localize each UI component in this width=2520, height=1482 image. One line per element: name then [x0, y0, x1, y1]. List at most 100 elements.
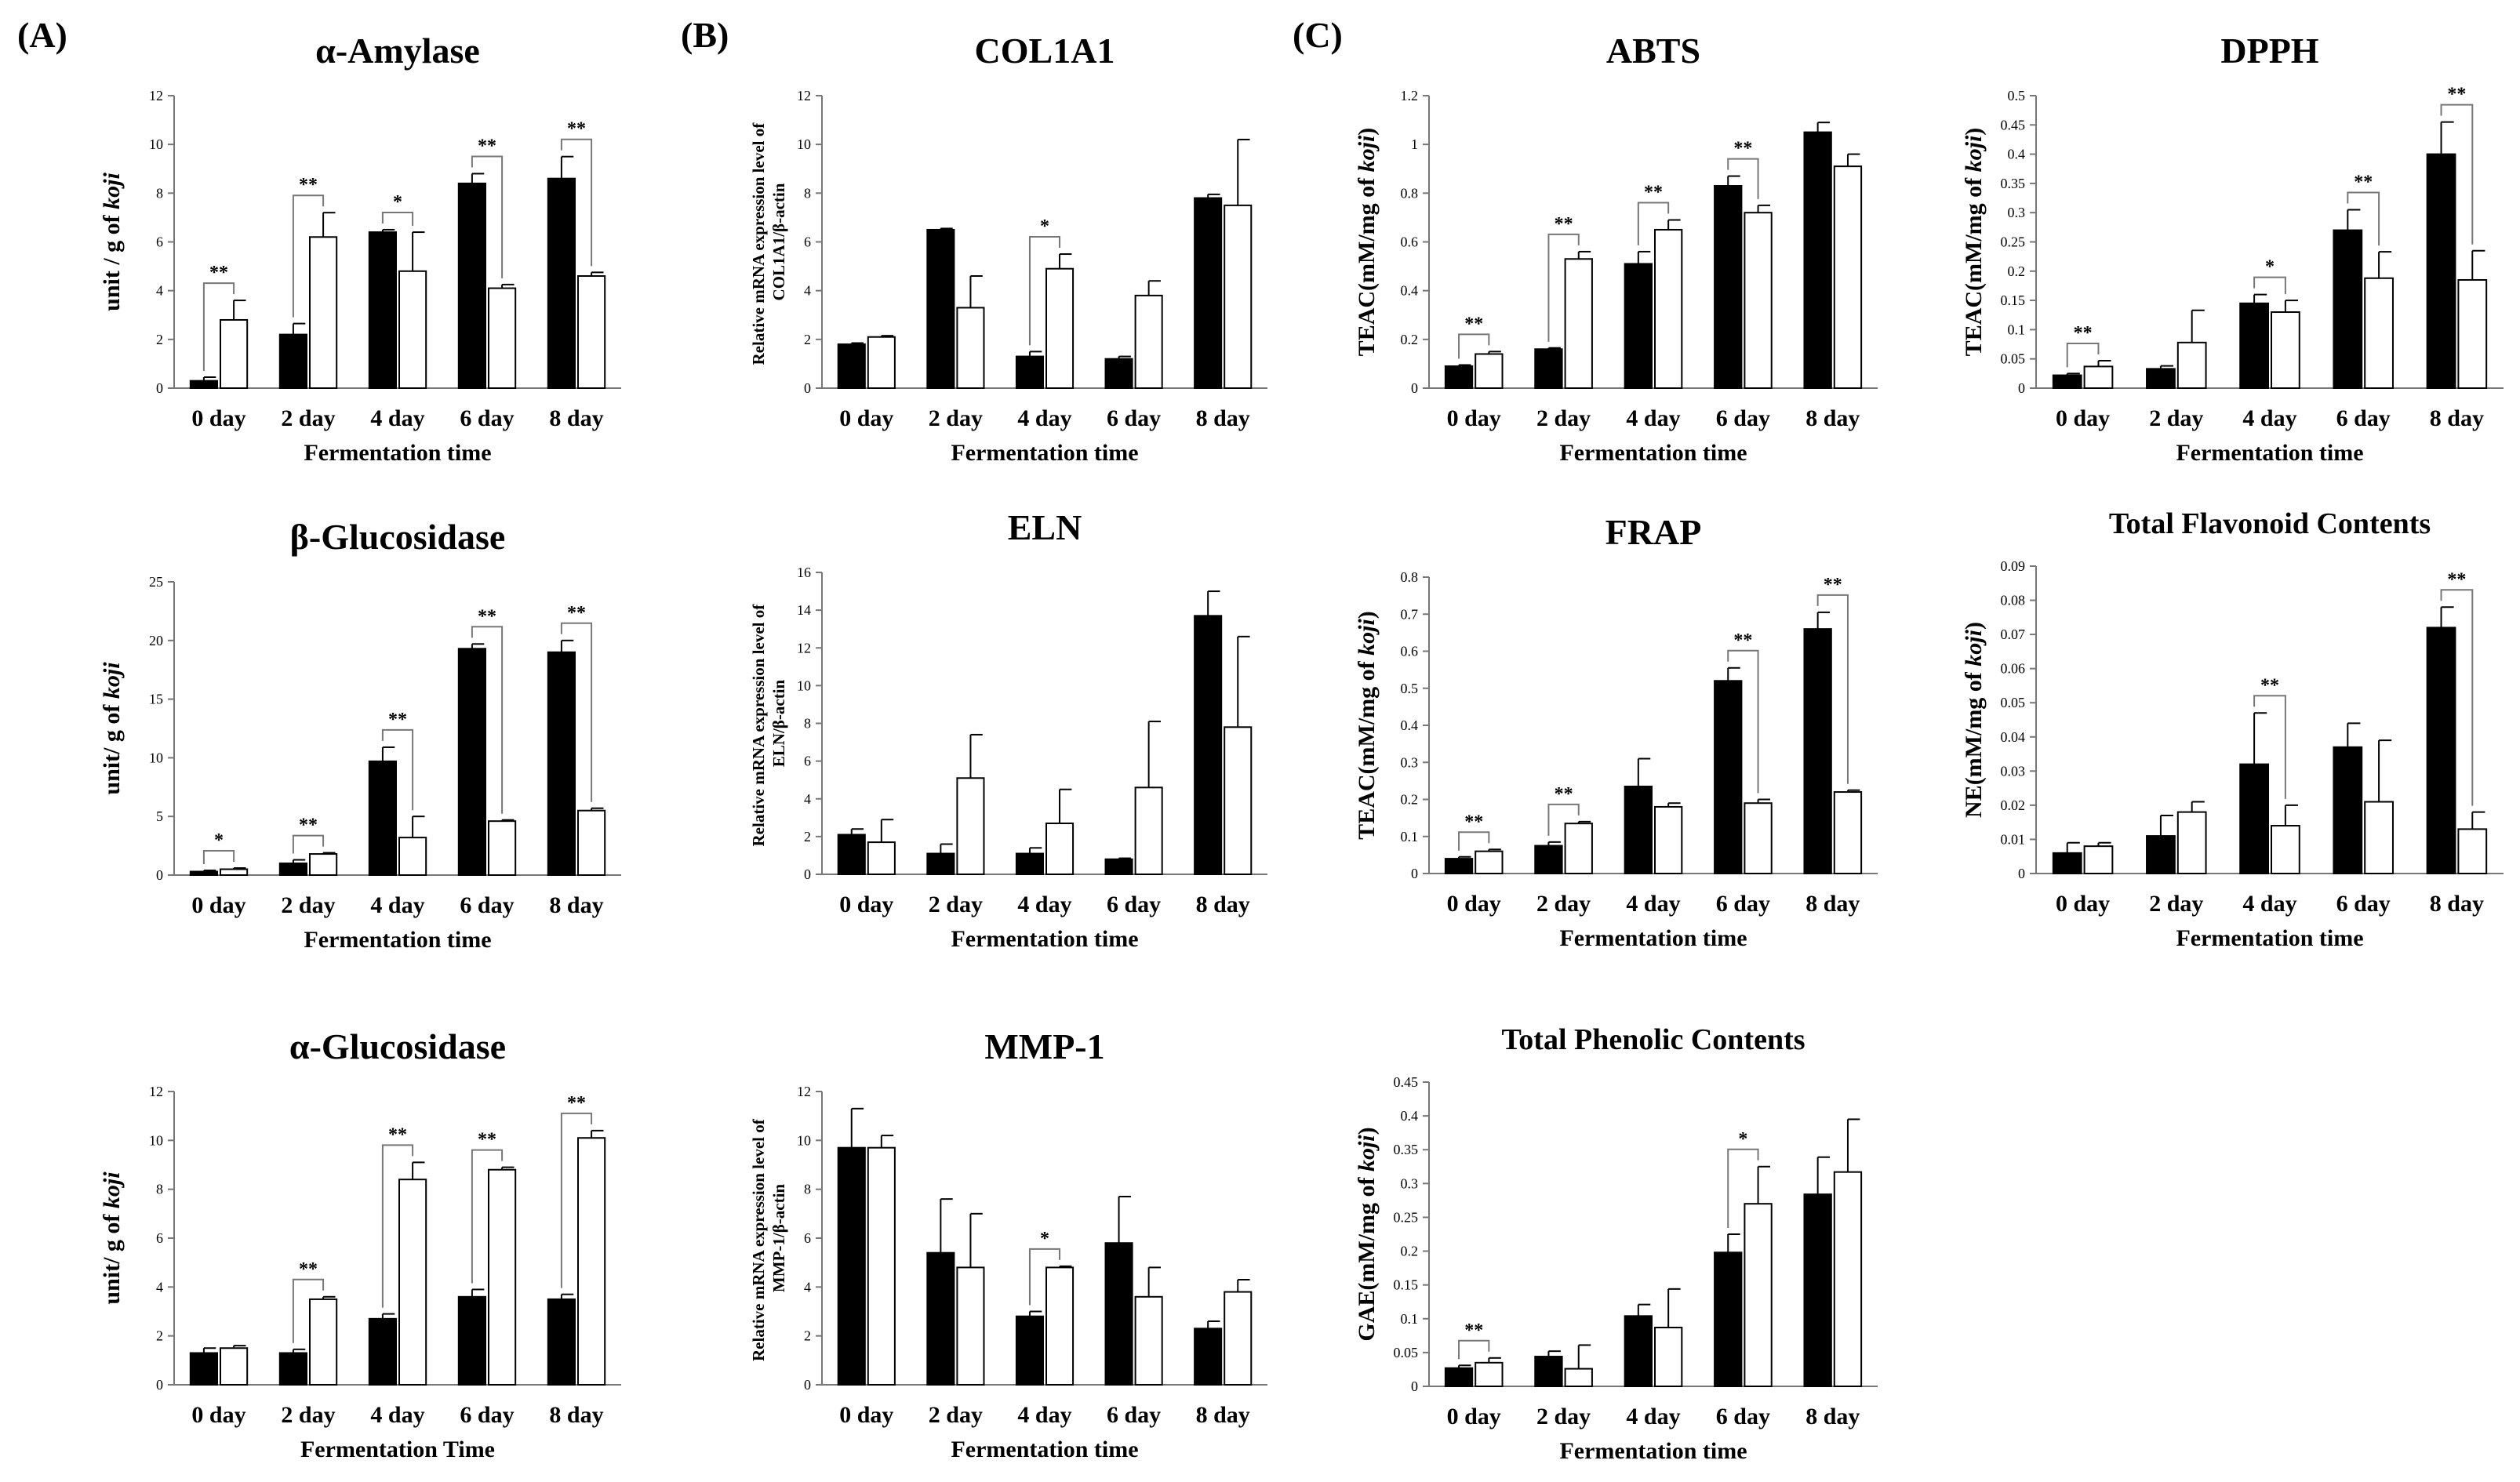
significance-mark: * — [2265, 257, 2275, 278]
bar-white — [1744, 802, 1773, 874]
significance-bracket — [1458, 333, 1490, 359]
x-category-label: 6 day — [1716, 1404, 1770, 1429]
y-tick-label: 0.02 — [2001, 797, 2026, 813]
x-category-label: 4 day — [1626, 1404, 1680, 1429]
significance-bracket — [560, 1112, 593, 1288]
chart-tfc: Total Flavonoid Contents 0 0.01 0.02 0.03 0.0… — [1961, 507, 2504, 951]
x-category-label: 0 day — [191, 1402, 245, 1428]
significance-mark: ** — [1644, 183, 1663, 203]
y-axis-label-text: unit / g of — [99, 209, 125, 311]
y-tick-label: 0.15 — [1394, 1277, 1419, 1293]
y-tick-label: 0.8 — [1401, 185, 1419, 201]
x-category-label: 6 day — [1107, 892, 1161, 917]
y-tick-label: 12 — [797, 1084, 811, 1099]
bar-white — [1654, 228, 1683, 390]
bar-white — [956, 307, 985, 389]
significance-mark: ** — [299, 815, 318, 836]
bar-black — [1104, 358, 1133, 390]
significance-mark: * — [1040, 216, 1049, 237]
x-category-label: 8 day — [549, 1402, 603, 1428]
y-tick-label: 1.2 — [1401, 88, 1419, 104]
bar-white — [488, 1168, 517, 1386]
chart-mmp1: MMP-1 0 2 4 6 8 10 12 Relative mRNA expression l… — [749, 1026, 1267, 1462]
y-tick-label: 6 — [804, 1230, 811, 1246]
bar-black — [2239, 302, 2269, 389]
bar-white — [2083, 365, 2114, 390]
x-category-label: 0 day — [2056, 891, 2110, 917]
y-tick-label: 0.1 — [1401, 829, 1419, 845]
y-tick-label: 0.15 — [2001, 292, 2026, 308]
bar-white — [1654, 805, 1683, 874]
y-axis-label: Relative mRNA expression level of ELN/β-… — [749, 601, 788, 847]
y-tick-label: 0.6 — [1401, 234, 1419, 250]
y-axis-label-italic: koji — [99, 1171, 125, 1208]
y-tick-label: 0.08 — [2001, 593, 2026, 608]
bar-white — [398, 270, 427, 389]
bar-white — [1654, 1326, 1683, 1388]
bar-black — [278, 333, 307, 389]
y-tick-label: 0.05 — [2001, 695, 2026, 710]
bar-black — [1714, 185, 1743, 389]
bar-white — [220, 1347, 249, 1386]
bar-white — [867, 1146, 896, 1386]
bar-black — [547, 651, 576, 876]
x-category-label: 6 day — [1716, 891, 1770, 917]
y-tick-label: 0 — [156, 380, 163, 396]
bar-black — [547, 1298, 576, 1386]
bar-white — [2176, 341, 2207, 390]
y-tick-label: 4 — [156, 283, 163, 299]
significance-mark: * — [1738, 1129, 1747, 1150]
y-tick-label: 4 — [804, 1279, 811, 1295]
bar-black — [278, 863, 307, 877]
bar-black — [368, 1317, 397, 1386]
y-tick-label: 0 — [804, 866, 811, 882]
significance-mark: * — [393, 192, 402, 212]
y-axis-label: TEAC(mM/mg of koji) — [1354, 611, 1380, 840]
significance-mark: ** — [478, 1130, 496, 1150]
x-category-label: 0 day — [1447, 891, 1501, 917]
y-tick-label: 14 — [797, 602, 811, 618]
y-axis-label-suffix: ) — [1961, 128, 1987, 136]
x-axis-label: Fermentation time — [951, 440, 1138, 466]
bar-black — [1624, 263, 1653, 389]
y-tick-label: 6 — [804, 754, 811, 769]
bar-black — [926, 852, 955, 875]
y-tick-label: 0.3 — [1401, 754, 1419, 770]
x-category-label: 8 day — [1805, 1404, 1860, 1429]
y-tick-label: 0.05 — [2001, 351, 2026, 367]
bar-white — [1564, 823, 1593, 875]
bar-black — [1534, 348, 1563, 389]
y-axis-label-italic: koji — [99, 172, 125, 209]
bar-black — [1534, 1356, 1563, 1388]
bar-white — [220, 318, 249, 390]
bar-black — [837, 834, 866, 875]
x-category-label: 8 day — [1196, 892, 1250, 917]
chart-aglu: α-Glucosidase 0 2 4 6 8 10 12 unit/ g of koji 0 d… — [99, 1026, 621, 1462]
y-axis-label-suffix: ) — [1354, 128, 1380, 136]
significance-bracket — [2347, 191, 2380, 246]
bar-black — [2052, 852, 2082, 875]
bar-black — [1624, 1315, 1653, 1387]
x-category-label: 2 day — [281, 405, 335, 431]
significance-mark: ** — [1464, 1320, 1483, 1341]
significance-mark: ** — [2447, 85, 2466, 105]
bar-white — [1134, 294, 1163, 389]
y-tick-label: 0.2 — [1401, 1244, 1419, 1259]
significance-bracket — [202, 850, 235, 865]
x-category-label: 0 day — [839, 1402, 893, 1428]
significance-bracket — [292, 194, 325, 318]
significance-mark: ** — [2260, 675, 2279, 696]
y-tick-label: 6 — [156, 1230, 163, 1246]
bar-black — [2146, 835, 2176, 874]
chart-title: β-Glucosidase — [290, 517, 506, 557]
x-axis-label: Fermentation time — [304, 440, 491, 466]
significance-bracket — [2440, 589, 2474, 806]
x-category-label: 8 day — [2430, 891, 2484, 917]
y-axis-label: TEAC(mM/mg of koji) — [1354, 128, 1380, 357]
bar-black — [926, 1251, 955, 1386]
bar-white — [577, 809, 606, 876]
x-category-label: 8 day — [1805, 405, 1860, 431]
chart-tpc: Total Phenolic Contents 0 0.05 0.1 0.15 0.2 0.… — [1354, 1023, 1878, 1464]
significance-bracket — [471, 626, 504, 814]
significance-mark: ** — [2354, 172, 2373, 192]
